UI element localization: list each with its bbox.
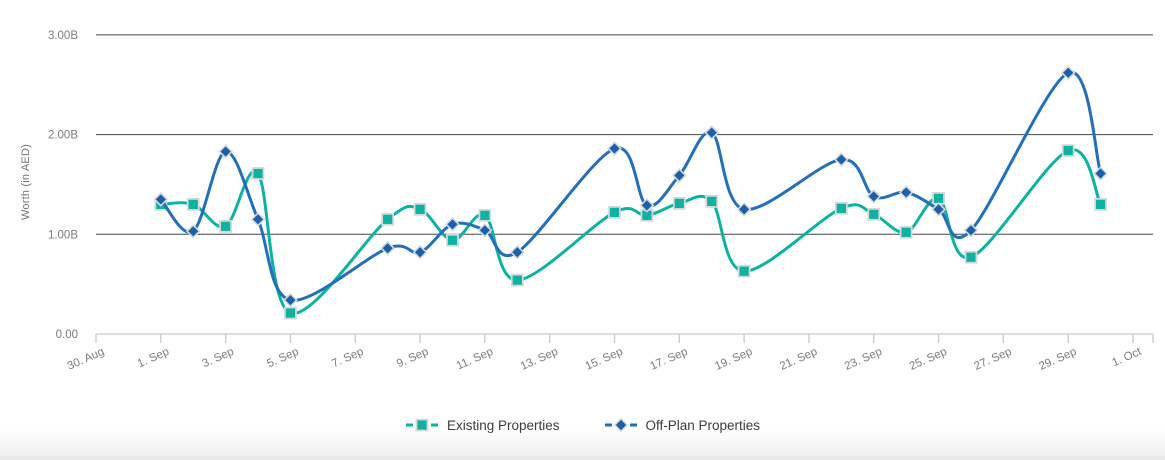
existing-properties-point-marker[interactable] (1061, 144, 1075, 157)
existing-properties-marker-icon (405, 418, 438, 432)
existing-properties-point-marker[interactable] (478, 208, 492, 222)
off-plan-properties-point-marker[interactable] (250, 211, 266, 227)
off-plan-properties-point-marker[interactable] (833, 152, 849, 167)
y-axis-title: Worth (in AED) (20, 144, 32, 220)
off-plan-properties-point-marker[interactable] (931, 202, 946, 217)
existing-properties-point-marker[interactable] (1094, 197, 1107, 211)
existing-properties-point-marker[interactable] (381, 212, 395, 226)
off-plan-properties-point-marker[interactable] (283, 292, 298, 308)
x-tick-label: 9. Sep (395, 346, 430, 370)
off-plan-properties-point-marker[interactable] (671, 168, 687, 183)
existing-properties-point-marker[interactable] (672, 196, 686, 210)
x-tick-label: 29. Sep (1037, 346, 1078, 373)
y-tick-label: 2.00B (48, 130, 78, 142)
y-tick-label: 3.00B (48, 30, 78, 42)
x-tick-label: 7. Sep (330, 346, 365, 370)
off-plan-properties-point-marker[interactable] (477, 222, 493, 238)
series-off-plan-properties (153, 65, 1108, 308)
bottom-strip (0, 456, 1165, 460)
off-plan-properties-point-marker[interactable] (412, 244, 428, 260)
off-plan-properties-point-marker[interactable] (445, 216, 460, 232)
off-plan-properties-point-marker[interactable] (153, 192, 169, 207)
off-plan-properties-point-marker[interactable] (607, 141, 622, 156)
legend-item-existing-properties[interactable]: Existing Properties (405, 418, 560, 433)
legend-square-marker[interactable] (415, 418, 429, 432)
x-tick-label: 5. Sep (265, 346, 300, 370)
existing-properties-point-marker[interactable] (284, 306, 297, 320)
off-plan-properties-point-marker[interactable] (1060, 65, 1076, 81)
plot-area: 0.00 1.00B 2.00B 3.00B 30. Aug 1. Sep 3. Sep 5.… (48, 30, 1154, 373)
existing-properties-point-marker[interactable] (251, 167, 265, 180)
x-tick-label: 17. Sep (648, 346, 689, 373)
existing-properties-point-marker[interactable] (608, 205, 621, 219)
off-plan-properties-point-marker[interactable] (704, 125, 720, 140)
y-tick-label: 1.00B (48, 229, 78, 241)
legend-item-off-plan-properties[interactable]: Off-Plan Properties (604, 417, 761, 433)
off-plan-properties-point-marker[interactable] (866, 189, 882, 204)
existing-properties-point-marker[interactable] (510, 273, 524, 287)
y-tick-label: 0.00 (56, 329, 78, 341)
x-tick-label: 21. Sep (778, 346, 819, 373)
x-tick-label: 13. Sep (519, 346, 560, 373)
x-tick-label: 3. Sep (201, 346, 236, 370)
off-plan-properties-point-marker[interactable] (185, 223, 201, 239)
off-plan-properties-point-marker[interactable] (509, 244, 525, 260)
chart-legend: Existing Properties Off-Plan Properties (0, 412, 1165, 438)
off-plan-properties-point-marker[interactable] (639, 198, 655, 213)
existing-properties-point-marker[interactable] (186, 197, 200, 211)
x-tick-label: 11. Sep (455, 346, 495, 373)
existing-properties-line[interactable] (159, 148, 1103, 315)
x-tick-label: 19. Sep (713, 346, 754, 373)
x-tick-label: 23. Sep (843, 346, 884, 373)
x-tick-label: 30. Aug (66, 346, 107, 373)
existing-properties-point-marker[interactable] (899, 225, 913, 239)
line-chart: Worth (in AED) 0.00 1.00B 2.00B 3.00B 30. Au… (20, 30, 1154, 373)
off-plan-properties-marker-icon (604, 418, 637, 432)
off-plan-properties-point-marker[interactable] (218, 144, 233, 159)
legend-label-existing-properties: Existing Properties (446, 417, 560, 433)
legend-label-off-plan-properties: Off-Plan Properties (645, 417, 761, 433)
off-plan-properties-point-marker[interactable] (380, 240, 396, 256)
series-existing-properties (154, 144, 1107, 320)
x-tick-label: 1. Oct (1110, 345, 1144, 369)
off-plan-properties-point-marker[interactable] (898, 185, 914, 200)
existing-properties-point-marker[interactable] (413, 202, 427, 216)
existing-properties-point-marker[interactable] (867, 207, 881, 221)
existing-properties-point-marker[interactable] (964, 250, 978, 264)
x-tick-label: 15. Sep (584, 346, 625, 373)
legend-diamond-marker[interactable] (613, 418, 628, 432)
existing-properties-point-marker[interactable] (705, 194, 719, 208)
off-plan-properties-point-marker[interactable] (963, 222, 979, 238)
x-tick-label: 1. Sep (136, 346, 171, 370)
x-tick-label: 25. Sep (908, 346, 949, 373)
existing-properties-point-marker[interactable] (834, 201, 848, 215)
x-tick-label: 27. Sep (972, 346, 1013, 373)
off-plan-properties-point-marker[interactable] (1093, 166, 1108, 181)
off-plan-properties-line[interactable] (159, 70, 1103, 302)
existing-properties-point-marker[interactable] (737, 264, 751, 278)
existing-properties-point-marker[interactable] (446, 233, 459, 247)
off-plan-properties-point-marker[interactable] (736, 202, 752, 217)
existing-properties-point-marker[interactable] (219, 219, 233, 233)
